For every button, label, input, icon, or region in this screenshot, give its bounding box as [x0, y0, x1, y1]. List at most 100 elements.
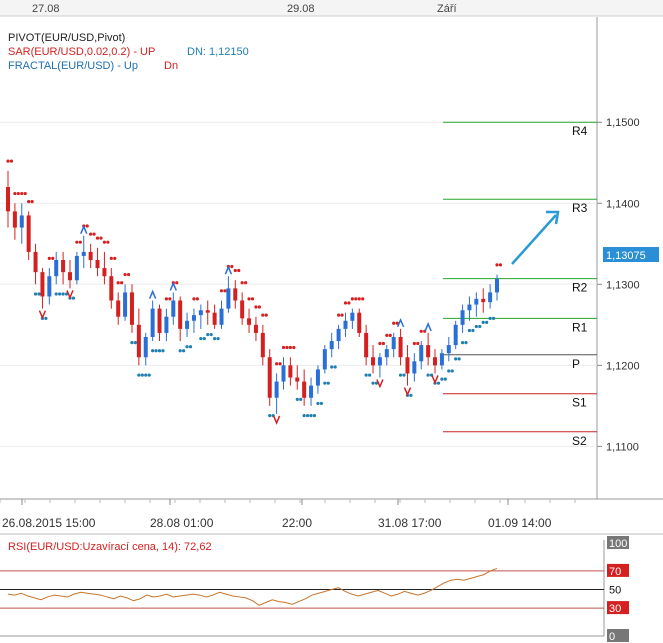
sar-dot — [498, 263, 503, 267]
candle — [398, 328, 403, 366]
candle — [212, 304, 217, 329]
sar-dot — [440, 377, 444, 381]
sar-dot — [123, 272, 127, 277]
y-tick-label: 1,1400 — [606, 198, 640, 210]
candle-body — [81, 251, 86, 256]
sar-dot — [481, 320, 485, 324]
candle — [74, 251, 79, 285]
candle-body — [329, 341, 334, 350]
sar-dot — [223, 289, 227, 293]
candle — [357, 308, 362, 337]
candle-body — [33, 251, 38, 273]
candle-body — [357, 312, 362, 333]
candle-body — [164, 316, 169, 333]
sar-dot — [450, 369, 454, 373]
sar-dot — [168, 297, 172, 301]
candle — [129, 284, 134, 333]
candle — [253, 316, 258, 342]
sar-dot — [147, 373, 151, 377]
rsi-axis-box — [607, 582, 629, 596]
sar-dot — [378, 341, 382, 346]
sar-dot — [302, 413, 306, 418]
rsi-plot-area[interactable] — [0, 540, 604, 636]
sar-dot — [6, 159, 10, 163]
sar-dot — [416, 341, 420, 346]
candle-body — [233, 288, 238, 301]
sar-dot — [385, 333, 389, 337]
sar-dot — [95, 236, 100, 240]
sar-dot — [54, 292, 58, 296]
candle-body — [247, 318, 252, 325]
sar-dot — [130, 341, 134, 345]
y-tick-label: 1,1200 — [606, 360, 640, 372]
candle-body — [26, 215, 31, 252]
candle — [143, 332, 148, 366]
sar-dot — [151, 349, 155, 353]
candle-body — [116, 300, 121, 317]
sar-dot — [92, 232, 96, 236]
fractal-up-icon — [396, 317, 405, 328]
sar-dot — [33, 292, 38, 296]
candle-body — [474, 298, 479, 305]
sar-dot — [20, 191, 24, 196]
sar-dot — [116, 281, 120, 285]
candle-body — [412, 361, 417, 374]
sar-dot — [250, 297, 255, 301]
fractal-down-icon — [376, 379, 384, 389]
candle-body — [157, 308, 162, 333]
candle — [247, 308, 252, 333]
sar-dot — [44, 316, 48, 320]
parabolic-sar — [6, 159, 503, 418]
candle — [336, 324, 341, 350]
sar-dot — [126, 272, 131, 277]
candle-body — [439, 353, 444, 366]
rsi-axis-box — [607, 536, 629, 549]
sar-dot — [464, 341, 468, 345]
y-tick-label: 1,1500 — [606, 117, 640, 129]
sar-dot — [333, 365, 337, 369]
sar-dot — [409, 393, 413, 397]
rsi-axis-box — [607, 629, 629, 642]
candle — [81, 235, 86, 269]
sar-dot — [412, 341, 416, 346]
sar-dot — [485, 320, 489, 324]
sar-legend: SAR(EUR/USD,0.02,0.2) - UP — [8, 46, 155, 58]
sar-dot — [102, 240, 107, 244]
sar-dot — [361, 297, 365, 301]
pivot-label: R4 — [572, 124, 588, 138]
candle-body — [405, 357, 410, 374]
candle — [164, 308, 169, 342]
top-date-label: 29.08 — [287, 3, 315, 15]
sar-dot — [188, 345, 193, 349]
candle — [219, 300, 224, 329]
sar-dot — [137, 373, 141, 377]
candle — [460, 304, 465, 333]
sar-dot — [326, 381, 330, 385]
candle — [150, 300, 155, 342]
sar-dot — [460, 341, 465, 345]
sar-dot — [175, 281, 179, 285]
candle-body — [253, 324, 258, 333]
candle — [191, 308, 196, 333]
sar-dot — [216, 337, 220, 341]
fractal-up-icon — [148, 289, 157, 299]
sar-dot — [347, 301, 351, 305]
top-date-label: Září — [437, 3, 457, 15]
candle-body — [302, 381, 307, 398]
sar-dot — [89, 232, 93, 236]
sar-dot — [354, 297, 358, 301]
sar-dot — [319, 401, 323, 406]
candle-body — [426, 345, 431, 358]
price-plot-area[interactable] — [0, 17, 597, 499]
candle — [109, 268, 114, 309]
candle — [6, 170, 10, 228]
top-date-label: 27.08 — [32, 3, 60, 15]
candle — [453, 320, 458, 350]
candle — [178, 296, 183, 342]
candle — [433, 349, 438, 374]
candlesticks — [6, 170, 499, 414]
candle-body — [61, 260, 66, 273]
sar-dot — [340, 313, 344, 317]
candle-body — [74, 255, 79, 281]
